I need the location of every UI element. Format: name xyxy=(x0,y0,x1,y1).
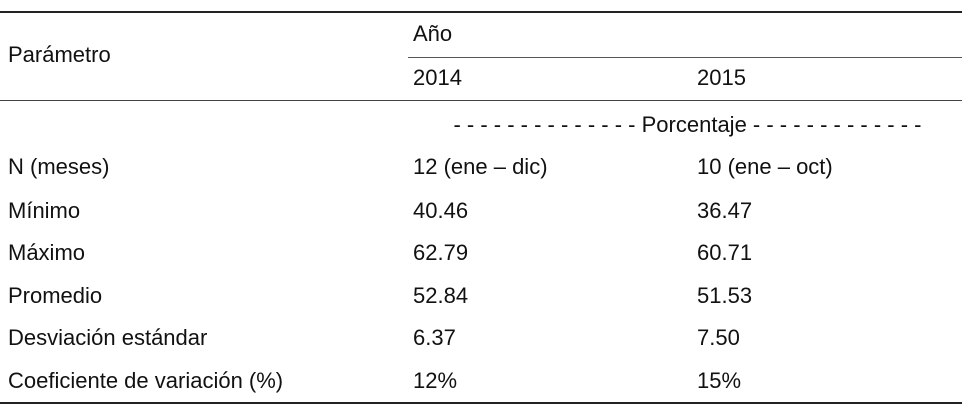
row-label: Promedio xyxy=(8,283,103,308)
top-rule xyxy=(0,11,962,13)
cell: 36.47 xyxy=(697,198,753,223)
cell: 12 (ene – dic) xyxy=(413,154,548,179)
row-label: N (meses) xyxy=(8,154,110,179)
header-cell: Parámetro xyxy=(8,42,111,67)
cell: 51.53 xyxy=(697,283,753,308)
bottom-rule xyxy=(0,402,962,404)
group-rule xyxy=(408,57,962,58)
row-label: Mínimo xyxy=(8,198,81,223)
cell: 62.79 xyxy=(413,240,469,265)
cell: 12% xyxy=(413,368,458,393)
cell: 52.84 xyxy=(413,283,469,308)
row-label: Coeficiente de variación (%) xyxy=(8,368,284,393)
cell: 40.46 xyxy=(413,198,469,223)
cell: 6.37 xyxy=(413,325,456,350)
row-label: Máximo xyxy=(8,240,86,265)
header-cell: 2014 xyxy=(413,65,462,90)
header-cell: 2015 xyxy=(697,65,746,90)
cell: 7.50 xyxy=(697,325,740,350)
row-label: Desviación estándar xyxy=(8,325,208,350)
header-rule xyxy=(0,100,962,101)
header-cell: Año xyxy=(413,21,453,46)
cell: 15% xyxy=(697,368,742,393)
unit-label: - - - - - - - - - - - - - - Porcentaje -… xyxy=(453,112,922,137)
cell: 10 (ene – oct) xyxy=(697,154,833,179)
cell: 60.71 xyxy=(697,240,753,265)
